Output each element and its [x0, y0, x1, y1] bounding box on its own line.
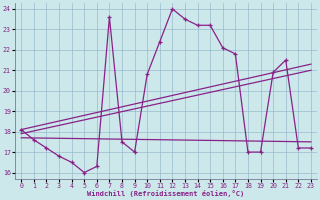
X-axis label: Windchill (Refroidissement éolien,°C): Windchill (Refroidissement éolien,°C): [87, 190, 245, 197]
